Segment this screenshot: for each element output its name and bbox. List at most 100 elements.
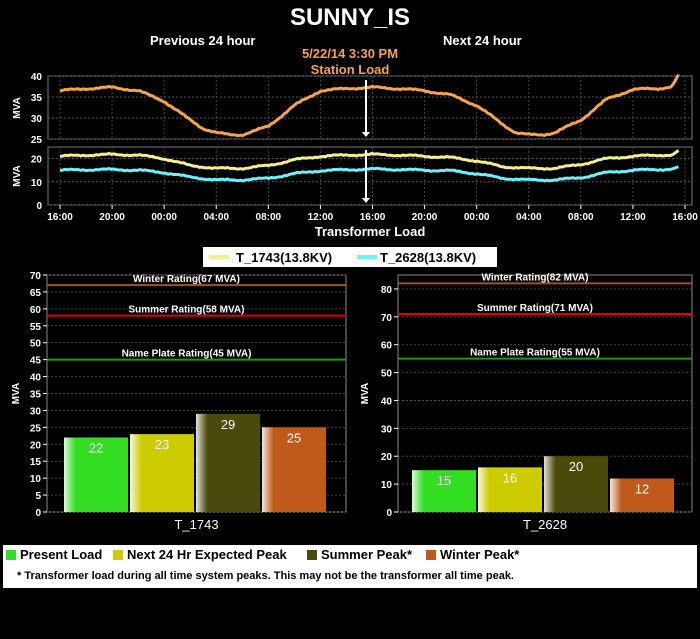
- y-tick-label: 0: [36, 201, 42, 212]
- bar-value-label: 22: [89, 441, 103, 456]
- legend-present-load-label: Present Load: [20, 547, 103, 562]
- station-load-series-line: [59, 73, 680, 138]
- x-tick-label: 20:00: [412, 212, 438, 223]
- bar: [610, 478, 674, 512]
- bar-value-label: 23: [155, 437, 169, 452]
- y-tick-label: 60: [30, 305, 42, 316]
- bar-y-label: MVA: [360, 383, 371, 404]
- y-tick-label: 40: [381, 396, 393, 407]
- previous-24-hour-link[interactable]: Previous 24 hour: [150, 33, 256, 48]
- y-tick-label: 0: [35, 508, 41, 519]
- y-tick-label: 10: [30, 474, 42, 485]
- y-tick-label: 50: [30, 339, 42, 350]
- y-tick-label: 60: [381, 341, 393, 352]
- bar: [196, 413, 260, 512]
- bar-value-label: 15: [437, 473, 451, 488]
- y-tick-label: 30: [31, 114, 43, 125]
- y-tick-label: 40: [31, 72, 43, 83]
- x-tick-label: 00:00: [151, 212, 177, 223]
- station-load-title: Station Load: [310, 62, 390, 77]
- rating-label: Name Plate Rating(45 MVA): [122, 349, 252, 360]
- y-tick-label: 20: [31, 155, 43, 166]
- legend-summer-peak-label: Summer Peak*: [321, 547, 413, 562]
- t1743-bar-chart: 0 5 10 15 20 25 30 35 40 45 50 55 60 65 70 MVA 22 23 29 25 W…: [11, 271, 347, 532]
- page-title: SUNNY_IS: [289, 4, 411, 31]
- station-load-y-axis: 25 30 35 40: [31, 72, 43, 146]
- transformer-now-arrow-icon: [361, 198, 370, 203]
- y-tick-label: 20: [381, 452, 393, 463]
- transformer-load-y-label: MVA: [12, 165, 23, 186]
- y-tick-label: 25: [31, 135, 43, 146]
- bar-x-label: T_1743: [174, 517, 218, 532]
- y-tick-label: 55: [30, 322, 42, 333]
- bar: [544, 456, 608, 512]
- y-tick-label: 10: [381, 480, 393, 491]
- y-tick-label: 40: [30, 373, 42, 384]
- bar-value-label: 16: [503, 470, 517, 485]
- bar-value-label: 25: [287, 430, 301, 445]
- x-tick-label: 00:00: [464, 212, 490, 223]
- y-tick-label: 35: [30, 390, 42, 401]
- y-tick-label: 25: [30, 423, 42, 434]
- y-tick-label: 10: [31, 178, 43, 189]
- x-tick-label: 16:00: [47, 212, 73, 223]
- footnote: * Transformer load during all time syste…: [17, 570, 514, 582]
- legend-next-24hr-peak: Next 24 Hr Expected Peak: [113, 547, 287, 562]
- y-tick-label: 15: [30, 457, 42, 468]
- station-load-y-label: MVA: [12, 97, 23, 118]
- x-tick-label: 12:00: [308, 212, 334, 223]
- rating-label: Winter Rating(67 MVA): [133, 274, 240, 285]
- station-load-grid: [48, 75, 692, 140]
- t1743-series-line: [59, 149, 680, 171]
- legend-present-load: Present Load: [6, 547, 102, 562]
- y-tick-label: 45: [30, 356, 42, 367]
- y-tick-label: 50: [381, 369, 393, 380]
- legend-summer-peak: Summer Peak*: [307, 547, 412, 562]
- current-datetime: 5/22/14 3:30 PM: [301, 46, 399, 61]
- line-legend-box: [203, 247, 497, 267]
- winter-peak-swatch: [426, 550, 436, 560]
- y-tick-label: 70: [30, 271, 42, 282]
- load-trend-chart: 25 30 35 40 MVA 0 10 20 MVA 16:00 20:00 00:00 04…: [12, 72, 698, 267]
- y-tick-label: 30: [381, 424, 393, 435]
- bar-value-label: 20: [569, 459, 583, 474]
- transformer-load-y-axis: 0 10 20: [31, 155, 43, 212]
- legend-next-24hr-peak-label: Next 24 Hr Expected Peak: [127, 547, 287, 562]
- x-tick-label: 16:00: [360, 212, 386, 223]
- rating-label: Name Plate Rating(55 MVA): [470, 348, 600, 359]
- rating-label: Summer Rating(58 MVA): [129, 305, 245, 316]
- t2628-legend-label: T_2628(13.8KV): [380, 250, 476, 265]
- bar-legend: Present Load Next 24 Hr Expected Peak Su…: [3, 545, 697, 588]
- next-24hr-peak-swatch: [113, 550, 123, 560]
- transformer-load-grid: [48, 147, 692, 206]
- x-tick-label: 08:00: [568, 212, 594, 223]
- bar: [478, 467, 542, 512]
- y-tick-label: 70: [381, 313, 393, 324]
- y-tick-label: 35: [31, 93, 43, 104]
- legend-winter-peak: Winter Peak*: [426, 547, 519, 562]
- station-now-arrow-icon: [361, 132, 370, 137]
- y-tick-label: 0: [386, 508, 392, 519]
- t2628-bar-chart: 0 10 20 30 40 50 60 70 80 MVA 15 16 20 12 Winter Ratin…: [360, 272, 693, 532]
- x-tick-label: 04:00: [516, 212, 542, 223]
- x-tick-label: 04:00: [203, 212, 229, 223]
- bar: [262, 427, 326, 512]
- bar: [412, 470, 476, 512]
- y-tick-label: 20: [30, 440, 42, 451]
- t2628-series-line: [59, 165, 679, 183]
- y-tick-label: 80: [381, 285, 393, 296]
- y-tick-label: 30: [30, 406, 42, 417]
- y-tick-label: 5: [35, 491, 41, 502]
- next-24-hour-link[interactable]: Next 24 hour: [443, 33, 522, 48]
- transformer-load-x-label: Transformer Load: [315, 224, 426, 239]
- bar-value-label: 12: [635, 482, 649, 497]
- legend-winter-peak-label: Winter Peak*: [440, 547, 520, 562]
- time-x-axis: 16:00 20:00 00:00 04:00 08:00 12:00 16:00 20:00…: [47, 205, 698, 223]
- t1743-legend-label: T_1743(13.8KV): [236, 250, 332, 265]
- x-tick-label: 16:00: [672, 212, 698, 223]
- bar: [130, 434, 194, 512]
- x-tick-label: 12:00: [620, 212, 646, 223]
- present-load-swatch: [6, 550, 16, 560]
- bar: [64, 437, 128, 512]
- y-tick-label: 65: [30, 288, 42, 299]
